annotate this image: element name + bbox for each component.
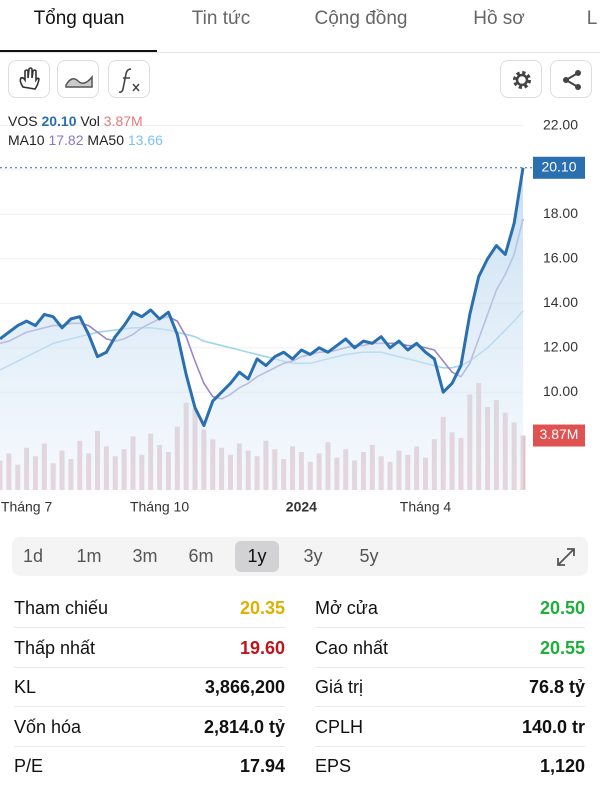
indicator-tool[interactable]: [108, 60, 150, 98]
stat-label: Mở cửa: [315, 598, 378, 618]
stat-cell: Cao nhất 20.55: [315, 628, 585, 668]
y-tick-label: 22.00: [543, 116, 578, 132]
stat-cell: Thấp nhất 19.60: [14, 628, 285, 668]
tab-separator: [0, 52, 600, 53]
price-area: [0, 167, 523, 490]
y-tick-label: 10.00: [543, 383, 578, 399]
range-button[interactable]: 5y: [359, 546, 379, 566]
vol-label: Vol: [80, 113, 100, 129]
stat-cell: CPLH 140.0 tr: [315, 707, 585, 747]
row-separator: [14, 666, 285, 668]
x-tick-label: Tháng 7: [1, 499, 53, 515]
active-tab-underline: [0, 50, 157, 52]
price: 20.10: [41, 113, 77, 129]
row-separator: [14, 706, 285, 707]
row-separator: [315, 627, 585, 628]
stat-label: Giá trị: [315, 677, 364, 697]
stat-label: Cao nhất: [315, 637, 389, 658]
expand-icon[interactable]: [555, 546, 577, 568]
y-tick-label: 12.00: [543, 338, 578, 354]
stat-value: 20.35: [239, 598, 285, 618]
stat-label: P/E: [14, 756, 44, 776]
stat-value: 20.55: [539, 637, 585, 658]
range-button[interactable]: 1y: [235, 541, 279, 572]
stat-value: 17.94: [239, 756, 285, 776]
series-line: [0, 167, 525, 428]
stat-cell: EPS 1,120: [315, 746, 585, 786]
stat-value: 76.8 tỷ: [528, 677, 585, 697]
stat-cell: Tham chiếu 20.35: [14, 588, 285, 628]
stat-label: Vốn hóa: [14, 716, 82, 737]
stat-value: 140.0 tr: [521, 716, 585, 737]
row-separator: [315, 745, 585, 747]
line-style-tool[interactable]: [57, 60, 99, 98]
ma50-label: MA50: [87, 132, 124, 148]
stat-cell: KL 3,866,200: [14, 667, 285, 707]
chart-legend: VOS 20.10 Vol 3.87M MA10 17.82 MA50 13.6…: [8, 112, 163, 150]
ma50: 13.66: [127, 132, 163, 148]
vol: 3.87M: [103, 113, 143, 129]
stat-cell: P/E 17.94: [14, 746, 285, 786]
stat-value: 20.50: [539, 598, 585, 618]
y-tick-label: 18.00: [543, 205, 578, 221]
stat-cell: Mở cửa 20.50: [315, 588, 585, 628]
range-button[interactable]: 1d: [22, 546, 44, 566]
range-selector: 1d 1m 3m 6m 1y 3y 5y: [12, 537, 588, 576]
y-tick-label: 14.00: [543, 294, 578, 310]
stat-label: Thấp nhất: [14, 637, 96, 658]
row-separator: [315, 666, 585, 668]
x-tick-label: Tháng 10: [130, 499, 189, 515]
range-button[interactable]: 3y: [303, 546, 323, 566]
tab[interactable]: L: [586, 8, 598, 29]
hand-tool[interactable]: [8, 60, 50, 98]
y-tick-label: 16.00: [543, 250, 578, 266]
symbol: VOS: [8, 113, 38, 129]
share-button[interactable]: [550, 60, 592, 98]
stat-cell: Vốn hóa 2,814.0 tỷ: [14, 707, 285, 747]
stat-label: Tham chiếu: [14, 598, 109, 618]
stat-value: 19.60: [239, 637, 285, 658]
range-button[interactable]: 6m: [188, 546, 214, 566]
volume-badge-text: 3.87M: [540, 426, 579, 442]
row-separator: [14, 627, 285, 628]
price-badge-text: 20.10: [541, 158, 576, 174]
volume-badge: [533, 424, 585, 447]
ma10: 17.82: [48, 132, 84, 148]
range-button[interactable]: 1m: [76, 546, 102, 566]
stat-value: 1,120: [539, 756, 585, 776]
stat-value: 2,814.0 tỷ: [203, 716, 285, 737]
stat-label: KL: [14, 677, 37, 697]
tab[interactable]: Tổng quan: [33, 8, 125, 29]
x-tick-label: 2024: [286, 499, 317, 515]
tab[interactable]: Cộng đồng: [314, 8, 408, 29]
tab[interactable]: Hồ sơ: [473, 8, 525, 29]
stat-label: EPS: [315, 756, 352, 776]
tab[interactable]: Tin tức: [191, 8, 251, 29]
stat-cell: Giá trị 76.8 tỷ: [315, 667, 585, 707]
stat-label: CPLH: [315, 716, 364, 737]
x-tick-label: Tháng 4: [400, 499, 452, 515]
settings-button[interactable]: [500, 60, 542, 98]
stat-value: 3,866,200: [204, 677, 285, 697]
price-badge: [533, 156, 585, 179]
row-separator: [315, 706, 585, 707]
price-chart: 10.0012.0014.0016.0018.0020.0022.00Tháng…: [0, 116, 585, 515]
range-button[interactable]: 3m: [132, 546, 158, 566]
row-separator: [14, 745, 285, 747]
ma10-label: MA10: [8, 132, 45, 148]
